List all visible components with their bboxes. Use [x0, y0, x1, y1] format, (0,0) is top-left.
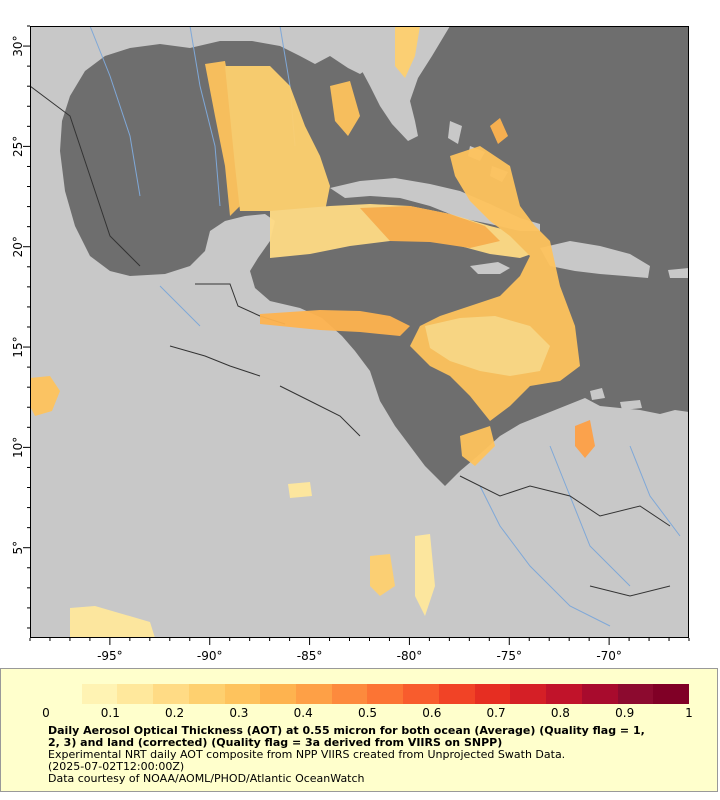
- colorbar-cell: [653, 684, 689, 704]
- colorbar-tick-label: 0.5: [357, 706, 378, 720]
- lon-tick-label: -75°: [496, 649, 522, 663]
- colorbar-cell: [188, 684, 225, 704]
- aot-map[interactable]: [30, 26, 689, 638]
- colorbar-tick-label: 1: [685, 706, 693, 720]
- colorbar-cell: [367, 684, 404, 704]
- caption-title-line2: 2, 3) and land (corrected) (Quality flag…: [48, 736, 503, 749]
- colorbar-tick-label: 0.4: [293, 706, 313, 720]
- colorbar-cell: [331, 684, 368, 704]
- colorbar: [46, 684, 689, 704]
- colorbar-cell: [224, 684, 261, 704]
- lat-tick-label: 10°: [11, 437, 25, 458]
- colorbar-cell: [81, 684, 118, 704]
- map-canvas: [30, 26, 689, 638]
- colorbar-cell: [546, 684, 582, 704]
- colorbar-cell: [438, 684, 475, 704]
- colorbar-tick-label: 0.7: [486, 706, 506, 720]
- colorbar-labels: 0 0.1 0.2 0.3 0.4 0.5 0.6 0.7 0.8 0.9 1: [42, 706, 693, 720]
- lat-tick-label: 20°: [11, 236, 25, 257]
- colorbar-cell: [46, 684, 82, 704]
- colorbar-tick-label: 0: [42, 706, 50, 720]
- caption-line4: (2025-07-02T12:00:00Z): [48, 760, 185, 773]
- lon-tick-label: -90°: [197, 649, 223, 663]
- lat-tick-label: 25°: [11, 136, 25, 157]
- colorbar-tick-label: 0.3: [229, 706, 249, 720]
- colorbar-tick-label: 0.8: [550, 706, 570, 720]
- lon-tick-label: -95°: [97, 649, 123, 663]
- lon-tick-label: -70°: [596, 649, 622, 663]
- colorbar-cell: [474, 684, 511, 704]
- colorbar-tick-label: 0.6: [422, 706, 442, 720]
- colorbar-cell: [581, 684, 618, 704]
- caption: Daily Aerosol Optical Thickness (AOT) at…: [48, 725, 688, 785]
- colorbar-cell: [153, 684, 189, 704]
- colorbar-tick-label: 0.1: [100, 706, 120, 720]
- colorbar-tick-label: 0.2: [165, 706, 185, 720]
- colorbar-cell: [403, 684, 439, 704]
- caption-line3: Experimental NRT daily AOT composite fro…: [48, 748, 566, 761]
- lat-tick-label: 5°: [11, 541, 25, 555]
- lon-tick-label: -80°: [397, 649, 423, 663]
- lat-tick-label: 30°: [11, 35, 25, 56]
- colorbar-cell: [617, 684, 654, 704]
- lon-tick-label: -85°: [297, 649, 323, 663]
- colorbar-cell: [510, 684, 547, 704]
- colorbar-cell: [260, 684, 297, 704]
- colorbar-cell: [117, 684, 154, 704]
- caption-title-line1: Daily Aerosol Optical Thickness (AOT) at…: [48, 724, 645, 737]
- colorbar-tick-label: 0.9: [615, 706, 635, 720]
- lat-tick-label: 15°: [11, 336, 25, 357]
- colorbar-cell: [296, 684, 332, 704]
- caption-line5: Data courtesy of NOAA/AOML/PHOD/Atlantic…: [48, 772, 365, 785]
